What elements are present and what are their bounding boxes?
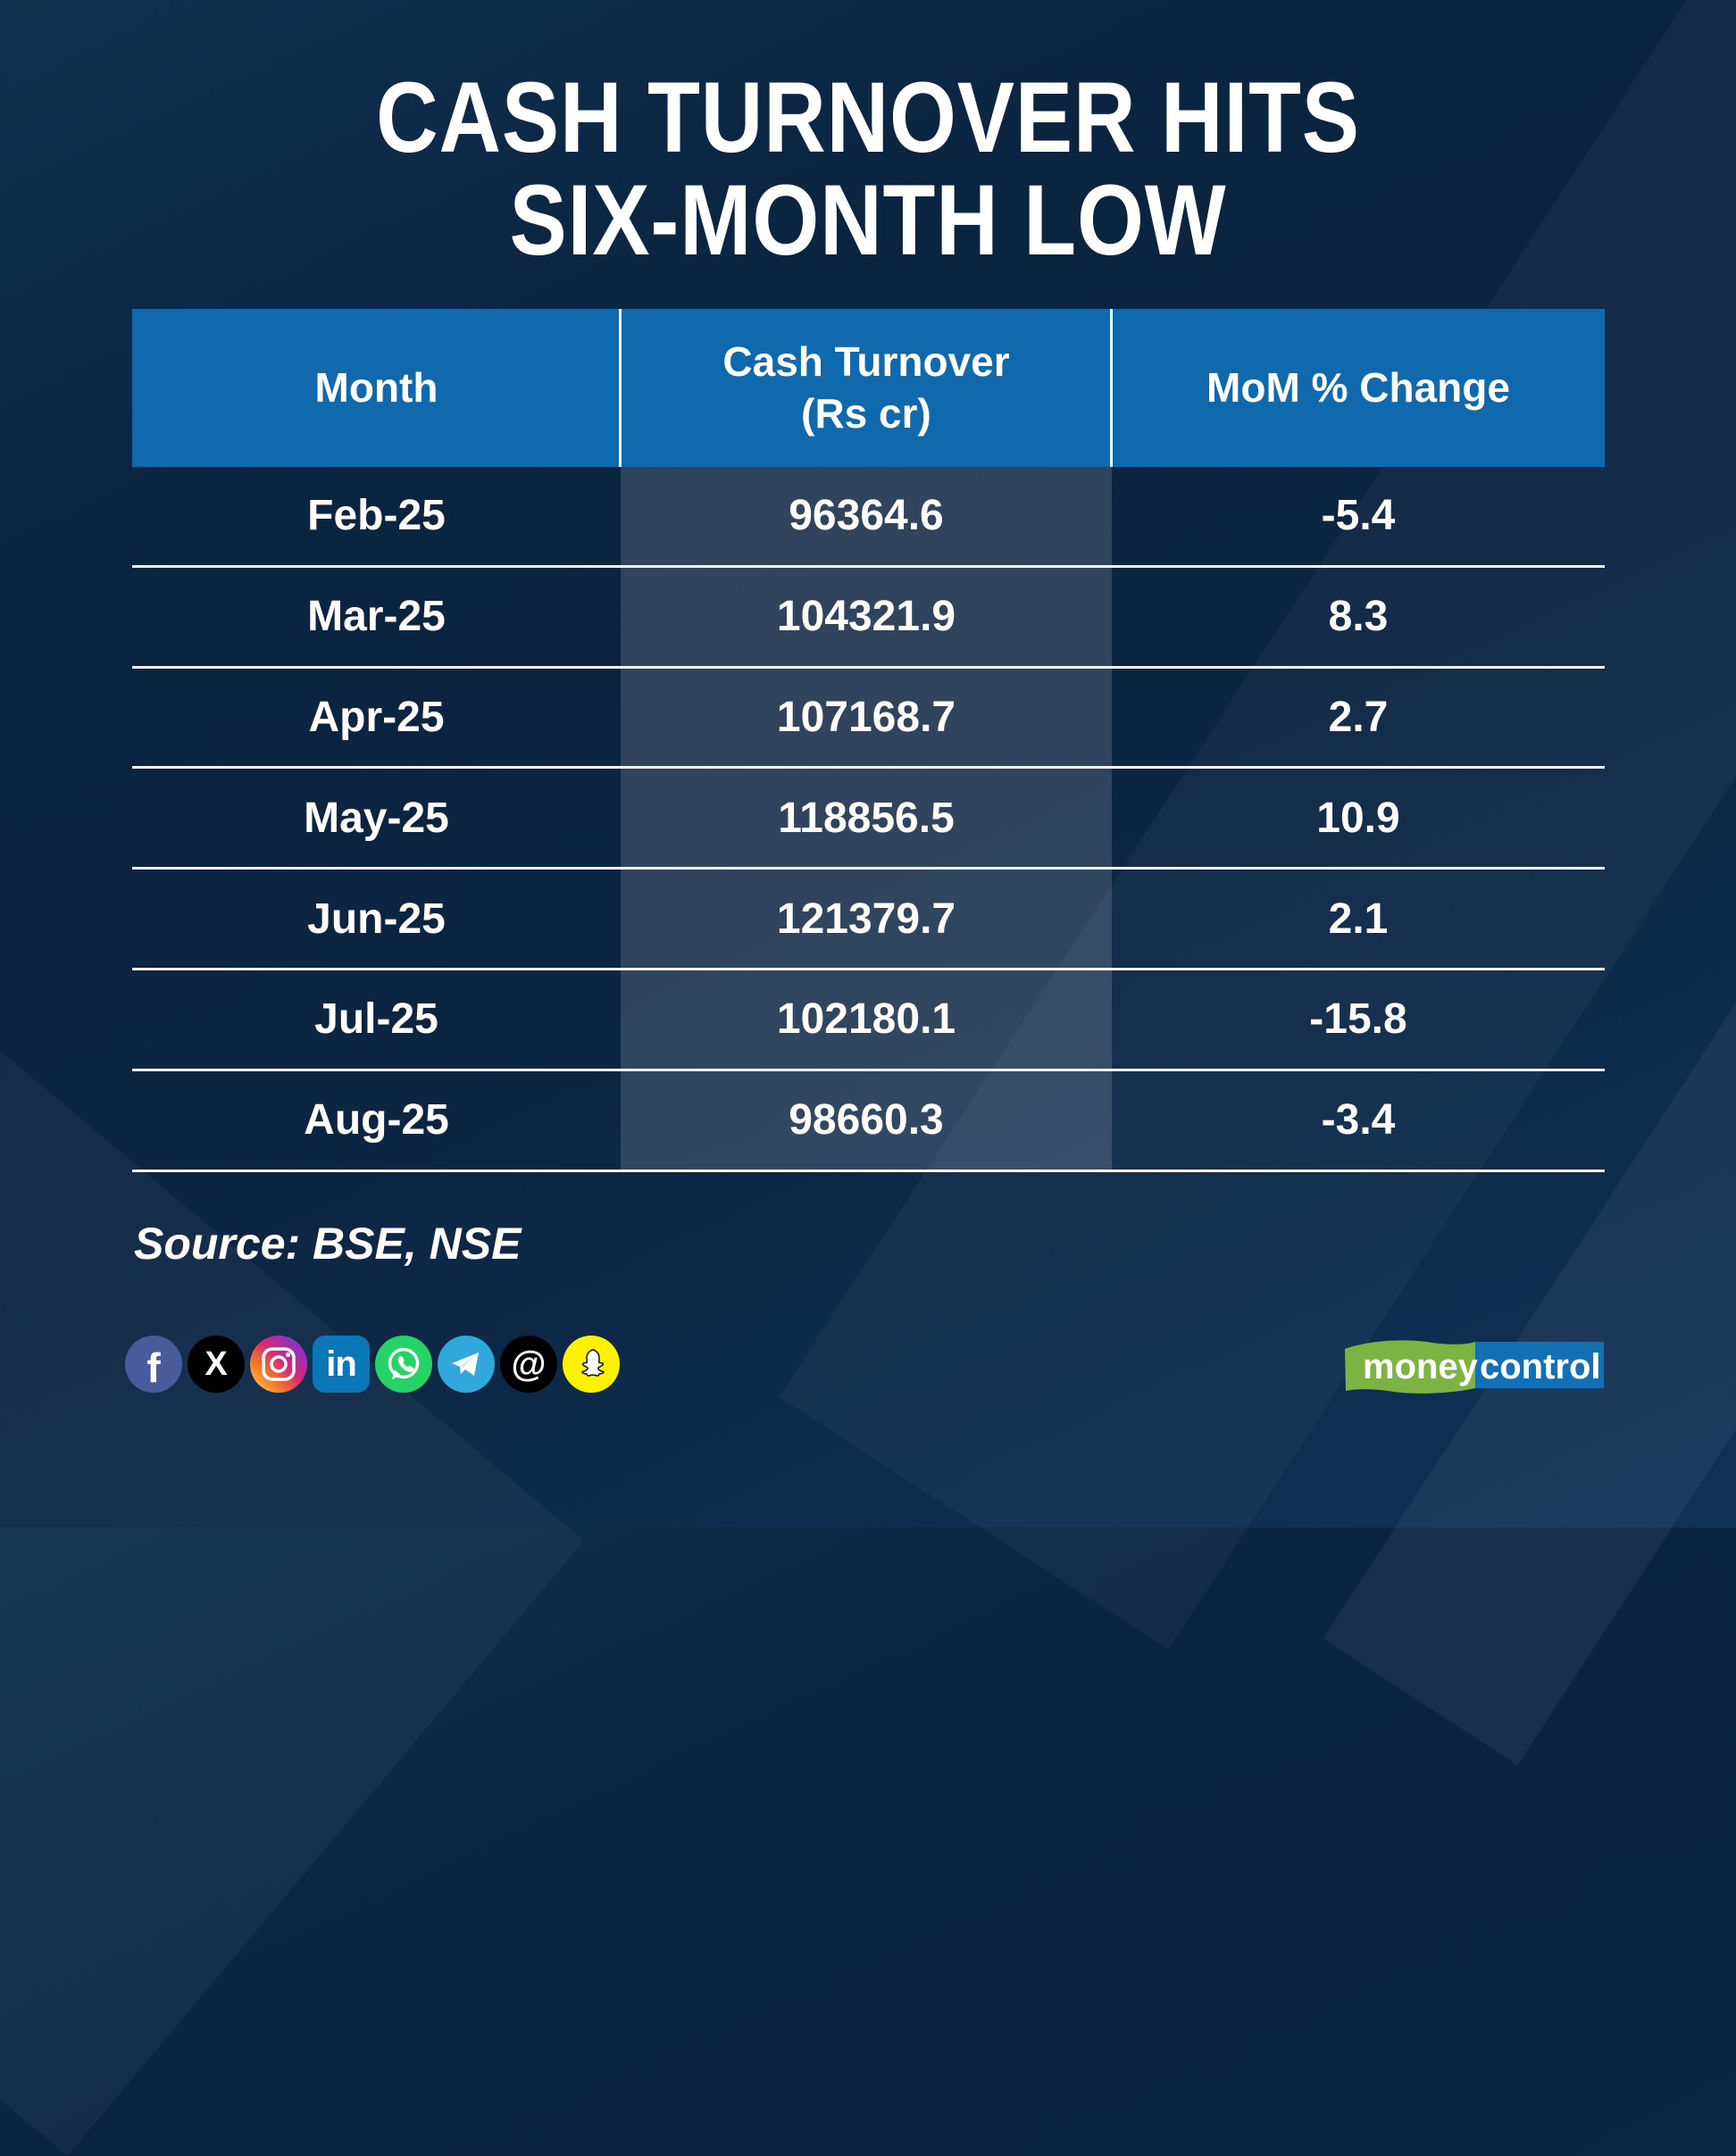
table-row: Jun-25 121379.7 2.1 [132,870,1605,970]
page-title: CASH TURNOVER HITS SIX-MONTH LOW [121,66,1615,272]
title-line-1: CASH TURNOVER HITS [376,62,1360,173]
linkedin-icon[interactable]: in [313,1336,370,1393]
table-row: Apr-25 107168.7 2.7 [132,669,1605,770]
cell-month: Jun-25 [307,895,446,943]
table-row: Feb-25 96364.6 -5.4 [132,467,1605,568]
cell-change: 2.1 [1328,895,1389,943]
cell-month: Mar-25 [307,593,446,641]
cell-month: Apr-25 [308,693,445,741]
logo-control-text: control [1480,1347,1601,1386]
cell-turnover: 107168.7 [776,693,956,741]
facebook-icon[interactable]: f [125,1336,182,1393]
table-body: Feb-25 96364.6 -5.4 Mar-25 104321.9 8.3 … [132,467,1605,1172]
threads-icon[interactable]: @ [500,1336,557,1393]
moneycontrol-logo: money control [1343,1336,1605,1400]
column-header-month: Month [314,363,438,411]
x-twitter-icon[interactable]: X [188,1336,245,1393]
cell-change: -3.4 [1321,1096,1396,1145]
cell-change: 10.9 [1316,794,1400,842]
source-note: Source: BSE, NSE [134,1219,522,1269]
header-column-divider [619,309,622,467]
table-row: Mar-25 104321.9 8.3 [132,568,1605,669]
cell-month: Jul-25 [314,995,438,1044]
table-row: May-25 118856.5 10.9 [132,769,1605,870]
snapchat-icon[interactable] [563,1336,620,1393]
social-links-bar: f X in @ [125,1336,620,1393]
logo-blue-box [1475,1342,1604,1388]
cell-turnover: 121379.7 [776,895,956,943]
cell-change: 8.3 [1328,593,1389,641]
column-header-cash-turnover: Cash Turnover (Rs cr) [621,309,1112,467]
table-row: Aug-25 98660.3 -3.4 [132,1071,1605,1172]
title-line-2: SIX-MONTH LOW [509,164,1227,277]
cell-month: May-25 [304,794,449,842]
table-header-row: Month Cash Turnover (Rs cr) MoM % Change [132,309,1605,467]
column-header-cash-turnover-line2: (Rs cr) [801,389,931,437]
logo-green-banner [1345,1340,1475,1394]
cell-turnover: 118856.5 [778,794,955,842]
instagram-icon[interactable] [250,1336,307,1393]
column-header-mom-change: MoM % Change [1206,363,1510,411]
table-row: Jul-25 102180.1 -15.8 [132,970,1605,1071]
cell-change: -5.4 [1321,492,1396,540]
cell-turnover: 102180.1 [776,995,956,1044]
logo-money-text: money [1363,1347,1479,1386]
highlight-column-overlay [621,467,1112,1172]
cell-turnover: 104321.9 [776,593,956,641]
cell-turnover: 98660.3 [789,1096,944,1145]
cell-change: 2.7 [1328,693,1389,741]
column-header-cash-turnover-line1: Cash Turnover [722,338,1010,385]
background-diagonal-band [0,1024,584,2156]
cell-change: -15.8 [1309,995,1407,1044]
cell-month: Aug-25 [304,1096,449,1145]
data-table: Month Cash Turnover (Rs cr) MoM % Change… [132,309,1605,1172]
cell-month: Feb-25 [307,492,446,540]
telegram-icon[interactable] [438,1336,495,1393]
header-column-divider [1110,309,1113,467]
whatsapp-icon[interactable] [375,1336,432,1393]
cell-turnover: 96364.6 [789,492,944,540]
